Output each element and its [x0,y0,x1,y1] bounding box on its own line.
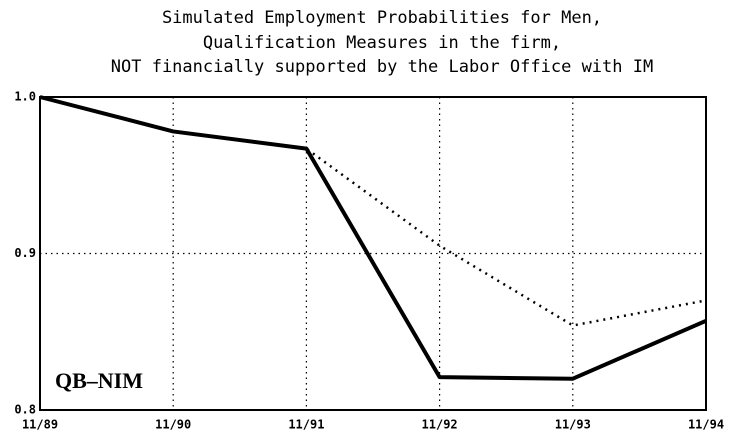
y-tick-label: 0.8 [14,403,36,417]
y-tick-label: 0.9 [14,246,36,260]
series-line [39,95,707,381]
chart-title: Simulated Employment Probabilities for M… [162,8,602,28]
chart-title: NOT financially supported by the Labor O… [111,57,653,77]
x-tick-label: 11/91 [288,418,324,432]
x-tick-label: 11/89 [22,418,58,432]
chart-title: Qualification Measures in the firm, [203,33,561,53]
x-tick-label: 11/94 [688,418,724,432]
annotation: QB–NIM [55,368,143,393]
x-tick-label: 11/90 [155,418,191,432]
x-tick-label: 11/93 [555,418,591,432]
x-tick-label: 11/92 [422,418,458,432]
series-line [39,95,707,327]
y-tick-label: 1.0 [14,90,36,104]
